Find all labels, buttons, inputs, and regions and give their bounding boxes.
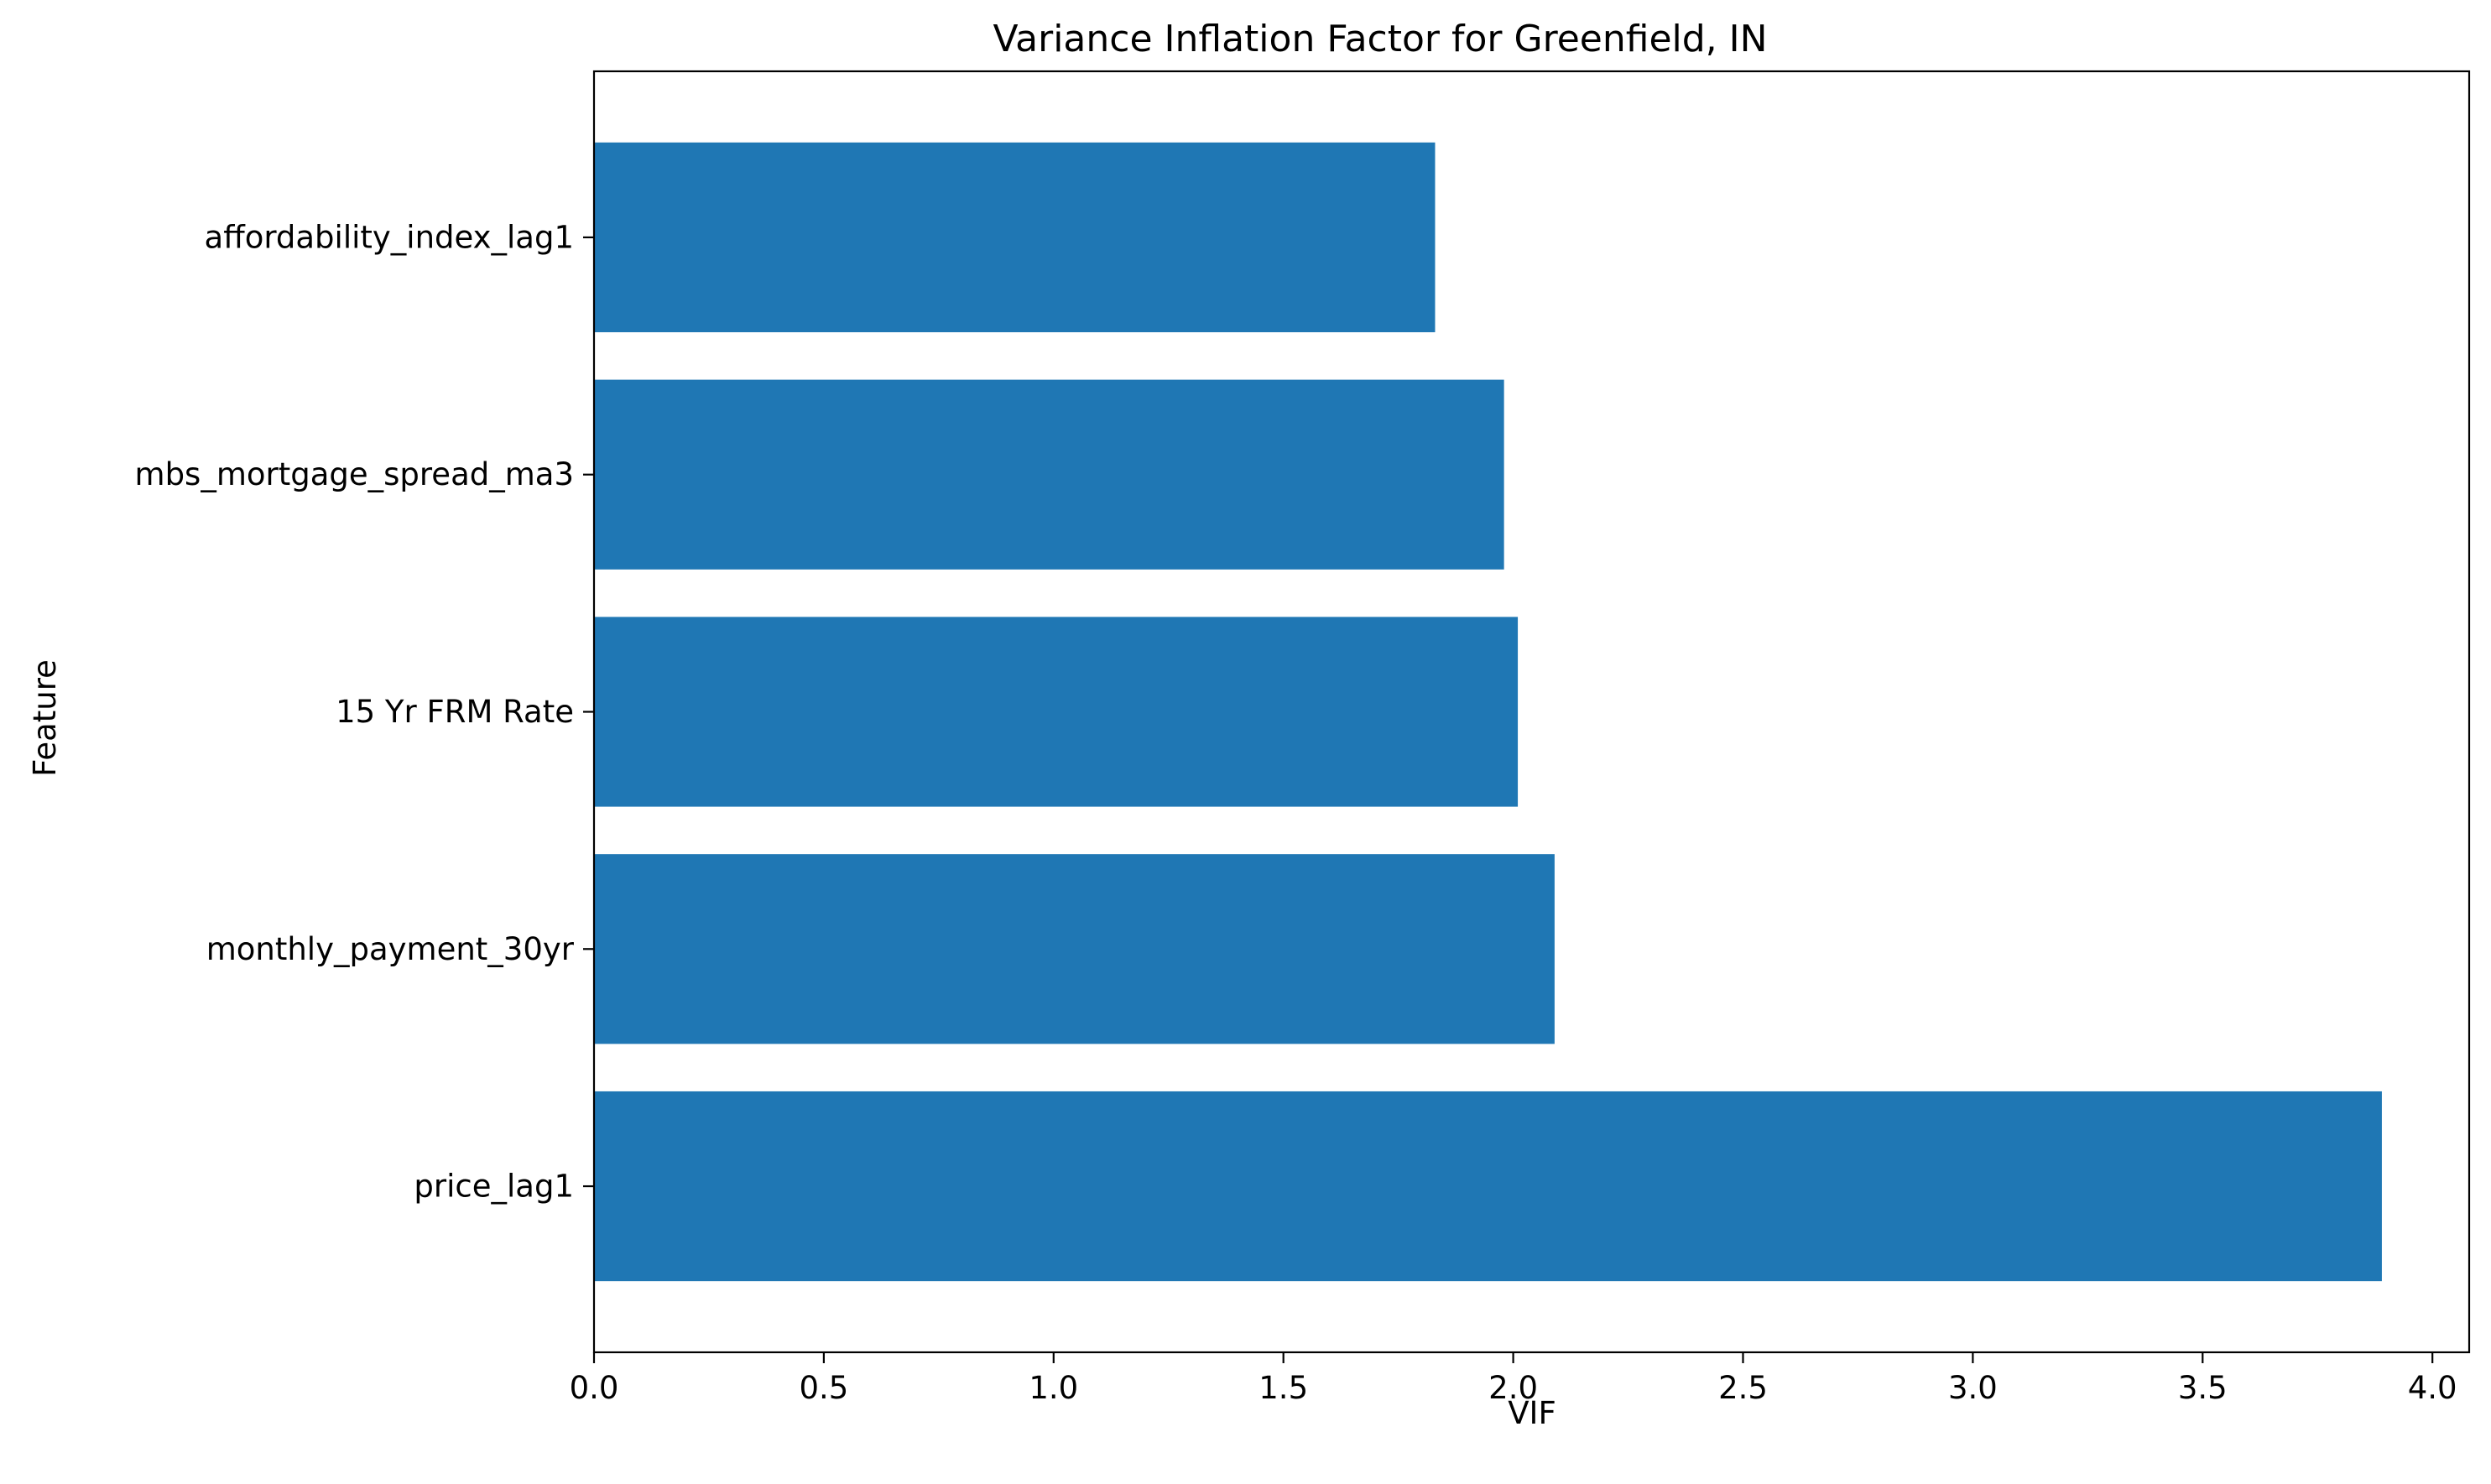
y-tick-label: mbs_mortgage_spread_ma3	[135, 456, 574, 492]
y-tick-label: price_lag1	[414, 1169, 574, 1205]
bar-15-yr-frm-rate	[594, 617, 1519, 807]
x-tick-label: 1.5	[1259, 1370, 1308, 1406]
x-tick-label: 0.0	[570, 1370, 619, 1406]
y-axis-label: Feature	[27, 659, 63, 777]
bars-layer	[594, 142, 2382, 1282]
bar-mbs-mortgage-spread-ma3	[594, 379, 1504, 570]
x-tick-label: 1.0	[1029, 1370, 1078, 1406]
x-tick-label: 2.0	[1488, 1370, 1538, 1406]
x-tick-label: 4.0	[2408, 1370, 2457, 1406]
bar-affordability-index-lag1	[594, 142, 1436, 333]
x-tick-label: 2.5	[1718, 1370, 1768, 1406]
bar-monthly-payment-30yr	[594, 854, 1555, 1044]
x-axis-label: VIF	[1508, 1395, 1556, 1431]
bar-price-lag1	[594, 1091, 2382, 1282]
x-tick-label: 3.0	[1948, 1370, 1998, 1406]
y-tick-label: 15 Yr FRM Rate	[336, 694, 574, 730]
y-tick-label: affordability_index_lag1	[205, 219, 574, 255]
x-tick-label: 3.5	[2178, 1370, 2228, 1406]
x-axis-ticks: 0.0 0.5 1.0 1.5 2.0 2.5 3.0 3.5 4.0	[570, 1352, 2457, 1406]
y-tick-label: monthly_payment_30yr	[206, 931, 575, 967]
x-tick-label: 0.5	[799, 1370, 848, 1406]
chart-title: Variance Inflation Factor for Greenfield…	[993, 18, 1767, 60]
y-axis-ticks: price_lag1 monthly_payment_30yr 15 Yr FRM …	[135, 219, 594, 1205]
